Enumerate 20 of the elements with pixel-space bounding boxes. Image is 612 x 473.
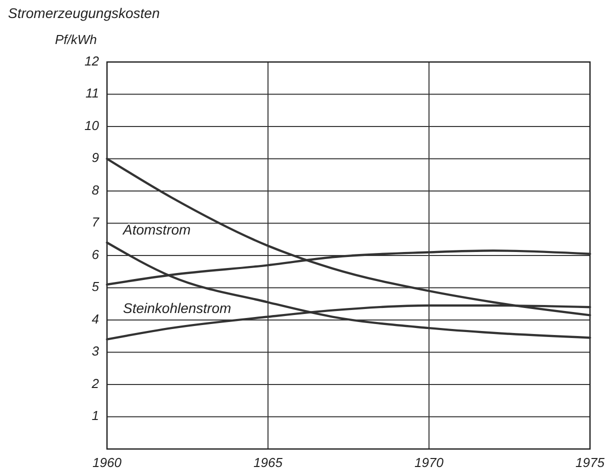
series-label: Atomstrom xyxy=(122,221,192,238)
y-tick-label: 10 xyxy=(84,118,100,133)
x-tick-label: 1970 xyxy=(414,455,444,470)
y-tick-label: 9 xyxy=(92,150,99,166)
y-tick-label: 3 xyxy=(92,344,100,359)
y-tick-label: 6 xyxy=(92,246,100,262)
y-tick-label: 12 xyxy=(84,53,100,68)
y-axis-title: Pf/kWh xyxy=(55,32,97,47)
y-tick-label: 8 xyxy=(92,182,100,198)
y-tick-label: 2 xyxy=(90,376,100,391)
chart-title: Stromerzeugungskosten xyxy=(8,5,160,21)
y-tick-label: 11 xyxy=(86,86,99,101)
x-tick-label: 1975 xyxy=(576,455,606,470)
y-tick-label: 4 xyxy=(92,311,99,326)
y-tick-label: 7 xyxy=(92,214,100,230)
x-tick-label: 1965 xyxy=(254,455,284,470)
series-label: Steinkohlenstrom xyxy=(123,300,232,316)
y-tick-label: 1 xyxy=(92,408,99,424)
y-tick-label: 5 xyxy=(92,279,100,294)
x-tick-label: 1960 xyxy=(92,455,122,470)
